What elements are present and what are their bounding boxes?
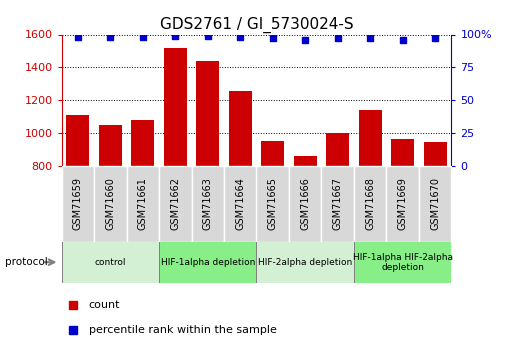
Bar <box>419 166 451 242</box>
Text: protocol: protocol <box>5 257 48 267</box>
Bar <box>289 166 322 242</box>
Text: GSM71665: GSM71665 <box>268 177 278 230</box>
Text: GSM71669: GSM71669 <box>398 177 408 230</box>
Text: GSM71660: GSM71660 <box>105 177 115 230</box>
Bar <box>359 110 382 297</box>
Bar <box>196 61 219 297</box>
Bar <box>386 166 419 242</box>
Bar <box>62 241 159 283</box>
Bar <box>131 120 154 297</box>
Bar <box>326 133 349 297</box>
Bar <box>159 166 191 242</box>
Text: count: count <box>89 300 121 310</box>
Text: GSM71661: GSM71661 <box>138 177 148 230</box>
Text: GSM71670: GSM71670 <box>430 177 440 230</box>
Text: GSM71668: GSM71668 <box>365 177 375 230</box>
Bar <box>354 241 451 283</box>
Bar <box>229 91 251 297</box>
Text: control: control <box>94 258 126 267</box>
Bar <box>94 166 127 242</box>
Title: GDS2761 / GI_5730024-S: GDS2761 / GI_5730024-S <box>160 17 353 33</box>
Bar <box>294 156 317 297</box>
Bar <box>424 142 446 297</box>
Bar <box>99 125 122 297</box>
Bar <box>164 48 187 297</box>
Text: GSM71659: GSM71659 <box>73 177 83 230</box>
Text: percentile rank within the sample: percentile rank within the sample <box>89 325 277 335</box>
Bar <box>256 241 354 283</box>
Bar <box>191 166 224 242</box>
Text: GSM71667: GSM71667 <box>333 177 343 230</box>
Bar <box>391 139 414 297</box>
Text: GSM71666: GSM71666 <box>300 177 310 230</box>
Bar <box>261 141 284 297</box>
Bar <box>66 115 89 297</box>
Text: HIF-2alpha depletion: HIF-2alpha depletion <box>258 258 352 267</box>
Bar <box>256 166 289 242</box>
Text: GSM71663: GSM71663 <box>203 177 213 230</box>
Bar <box>354 166 386 242</box>
Bar <box>127 166 159 242</box>
Text: HIF-1alpha depletion: HIF-1alpha depletion <box>161 258 255 267</box>
Text: GSM71664: GSM71664 <box>235 177 245 230</box>
Bar <box>224 166 256 242</box>
Bar <box>159 241 256 283</box>
Text: GSM71662: GSM71662 <box>170 177 180 230</box>
Text: HIF-1alpha HIF-2alpha
depletion: HIF-1alpha HIF-2alpha depletion <box>353 253 452 272</box>
Bar <box>322 166 354 242</box>
Bar <box>62 166 94 242</box>
